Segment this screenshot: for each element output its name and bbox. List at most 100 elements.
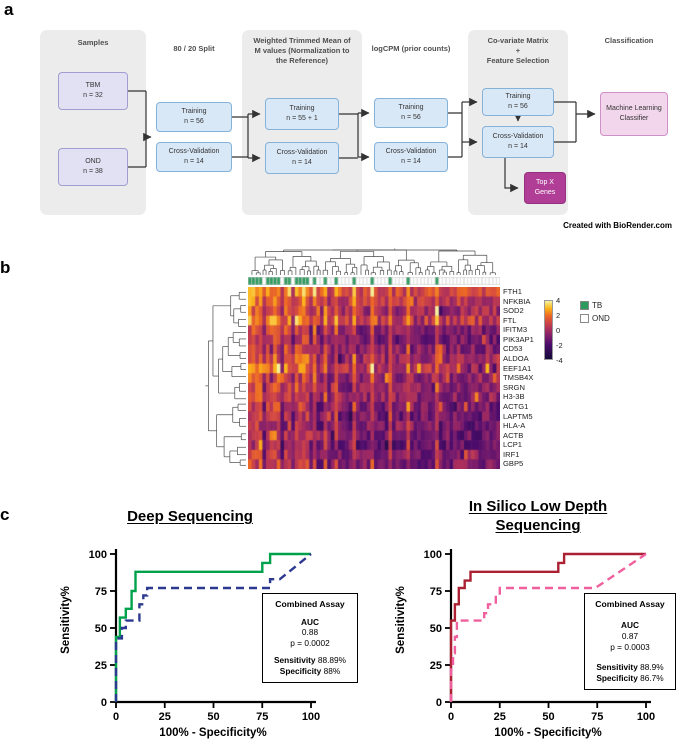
split-training-box: Training n = 56 [156,102,232,132]
gene-label: IFITM3 [503,325,528,335]
colorbar-tick: 2 [556,310,561,320]
gene-label: LCP1 [503,440,522,450]
svg-text:25: 25 [159,711,171,723]
gene-label: HLA-A [503,421,526,431]
tmm-title-line3: the Reference) [275,55,329,65]
svg-text:25: 25 [95,660,107,672]
roc-left-title: Deep Sequencing [127,508,253,525]
box-line1: Cross-Validation [385,147,437,155]
specificity-label: Specificity [279,666,322,677]
svg-text:100: 100 [89,549,107,561]
covariate-title-line3: Feature Selection [486,55,550,65]
panel-c-label: c [0,505,10,524]
p-value: p = 0.0002 [290,638,330,649]
box-line1: Cross-Validation [168,147,220,155]
specificity-value: 86.7% [640,673,664,684]
sample-group-annotation-bar [248,277,500,285]
gene-label: FTH1 [503,287,522,296]
sensitivity-value: 88.89% [317,655,346,666]
auc-label: AUC [301,616,319,627]
auc-block: AUC 0.87 p = 0.0003 [587,620,673,652]
logcpm-title: logCPM (prior counts) [371,44,451,53]
logcpm-cv-box: Cross-Validation n = 14 [374,142,448,172]
covariate-title: Co-variate Matrix + Feature Selection [470,36,566,65]
covariate-title-line2: + [515,45,521,55]
tbm-n: n = 32 [83,92,103,99]
box-line1: Training [289,104,315,112]
gene-label: GBP5 [503,459,524,469]
svg-text:0: 0 [436,697,442,709]
colorbar-tick: -2 [556,340,563,350]
gene-label: SRGN [503,382,525,392]
tb-swatch [580,301,589,310]
panel-a-label: a [4,0,14,19]
sensitivity-value: 88.9% [640,662,664,673]
tmm-cv-box: Cross-Validation n = 14 [265,142,339,174]
split-title: 80 / 20 Split [173,44,215,53]
gene-label: ACTG1 [503,401,529,411]
svg-text:75: 75 [430,586,442,598]
ml-classifier-box: Machine Learning Classifier [600,92,668,136]
roc-right-ylabel: Sensitivity% [395,586,407,654]
tmm-title-line2: M values (Normalization to [254,45,350,55]
svg-text:100: 100 [637,711,655,723]
stats-title: Combined Assay [595,599,665,609]
ond-n: n = 38 [83,168,103,175]
box-line2: n = 14 [508,143,528,150]
gene-label: EEF1A1 [503,363,532,373]
gene-label: LAPTM5 [503,411,533,421]
column-dendrogram [251,248,496,275]
logcpm-training-box: Training n = 56 [374,98,448,128]
svg-text:0: 0 [101,697,107,709]
gene-label: NFKBIA [503,296,531,306]
ond-swatch [580,314,589,323]
sensitivity-label: Sensitivity [274,655,316,666]
svg-text:50: 50 [207,711,219,723]
tbm-box: TBM n = 32 [58,72,128,110]
auc-label: AUC [621,620,639,631]
box-line1: Cross-Validation [276,148,328,156]
covariate-cv-box: Cross-Validation n = 14 [482,126,554,158]
gene-label: H3-3B [503,392,525,402]
specificity-line: Specificity 88% [265,666,355,677]
colorbar-tick: 4 [556,295,561,305]
samples-title: Samples [77,38,109,47]
svg-text:50: 50 [430,623,442,635]
auc-value: 0.88 [301,627,319,638]
combined-assay-box-deep: Combined Assay AUC 0.88 p = 0.0002 Sensi… [262,593,358,683]
row-dendrogram [205,291,246,466]
covariate-training-box: Training n = 56 [482,88,554,116]
svg-text:0: 0 [448,711,454,723]
box-line2: n = 56 [184,118,204,125]
box-line1: Training [398,103,424,111]
roc-right-title: In Silico Low Depth Sequencing [468,498,608,534]
gene-label: ACTB [503,430,524,440]
box-line2: n = 14 [292,159,312,166]
box-line1: Training [181,107,207,115]
gene-label: SOD2 [503,306,524,316]
ond-label: OND [592,314,610,323]
sensitivity-label: Sensitivity [596,662,638,673]
ond-box: OND n = 38 [58,148,128,186]
roc-left-xlabel: 100% - Specificity% [159,727,267,739]
gene-labels: FTH1 NFKBIA SOD2 FTL IFITM3 PIK3AP1 CD53 ALDOA E… [503,287,549,469]
p-value: p = 0.0003 [610,641,650,652]
specificity-value: 88% [323,666,341,677]
auc-block: AUC 0.88 p = 0.0002 [265,617,355,649]
svg-text:100: 100 [424,549,442,561]
colorbar-ticks: 4 2 0 -2 -4 [556,296,574,365]
box-line2: n = 56 [508,103,528,110]
colorbar-tick: 0 [556,325,561,335]
svg-text:25: 25 [430,660,442,672]
svg-text:75: 75 [591,711,603,723]
roc-left-ylabel: Sensitivity% [60,586,72,654]
roc-plot-deep-sequencing: 0 25 50 75 100 0 25 50 75 100 [89,549,320,723]
combined-assay-box-low-depth: Combined Assay AUC 0.87 p = 0.0003 Sensi… [584,593,676,690]
box-line1: Training [505,92,531,100]
tmm-training-box: Training n = 55 + 1 [265,98,339,130]
flow-arrows [128,90,596,193]
tb-label: TB [592,301,603,310]
biorender-credit: Created with BioRender.com [563,221,672,230]
tmm-title-line1: Weighted Trimmed Mean of [253,36,351,45]
covariate-title-line1: Co-variate Matrix [487,36,549,45]
